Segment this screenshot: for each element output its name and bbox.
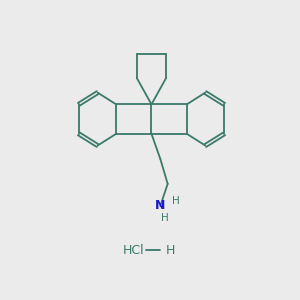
Text: H: H xyxy=(172,196,179,206)
Text: H: H xyxy=(161,213,169,223)
Text: H: H xyxy=(166,244,176,256)
Text: HCl: HCl xyxy=(122,244,144,256)
Text: N: N xyxy=(155,200,166,212)
